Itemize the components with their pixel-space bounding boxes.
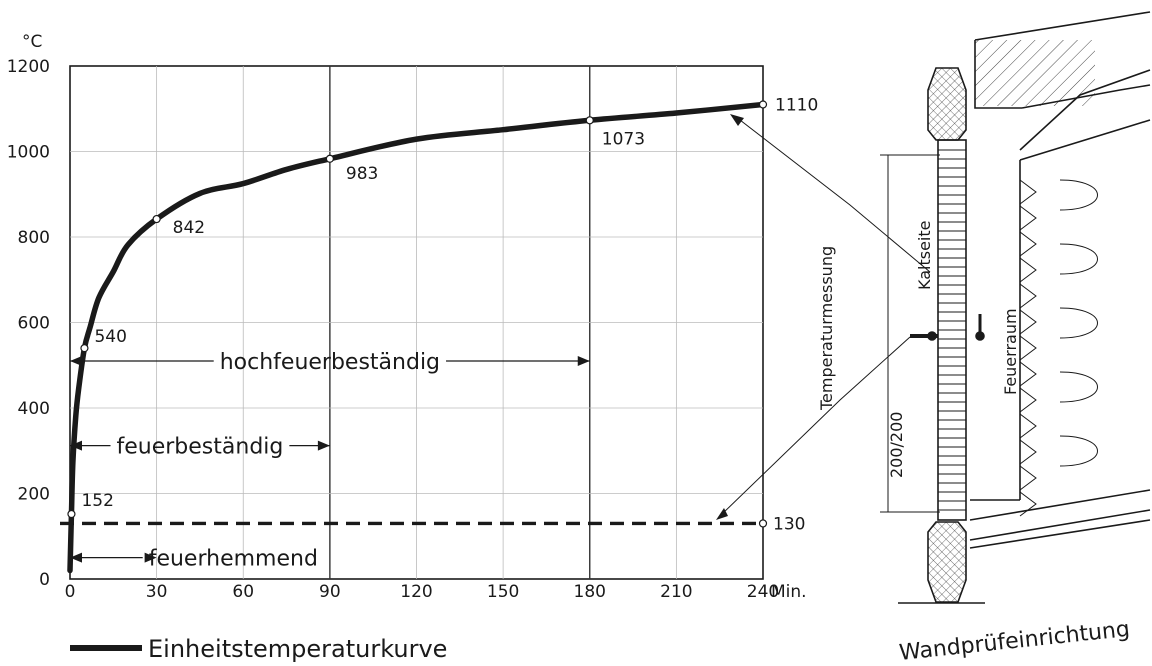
burner-fin: [1019, 465, 1037, 491]
point-marker: [80, 344, 89, 353]
point-label: 1110: [775, 95, 818, 115]
x-tick-label: 60: [232, 582, 254, 602]
x-tick-label: 210: [660, 582, 692, 602]
y-tick-label: 1200: [7, 57, 50, 77]
dimension-label: 200/200: [887, 412, 906, 478]
burner-coil: [1059, 179, 1098, 211]
x-tick-label: 90: [319, 582, 341, 602]
reference-marker: [758, 519, 768, 528]
leader-upper-arrow: [730, 114, 744, 126]
point-label: 842: [173, 218, 205, 238]
point-marker: [758, 100, 768, 109]
burner-fin: [1019, 283, 1037, 309]
x-tick-labels: 0 30 60 90 120 150 180 210 240: [65, 582, 780, 602]
leader-upper: [739, 119, 931, 273]
thermocouple-cold-tip: [927, 331, 937, 341]
bottom-clamp: [927, 521, 967, 603]
apparatus-caption: Wandprüfeinrichtung: [898, 617, 1131, 666]
y-tick-labels: 0 200 400 600 800 1000 1200: [7, 57, 50, 590]
classification-bands: hochfeuerbeständig feuerbeständig feuerhem…: [70, 350, 590, 572]
cold-side-label: Kaltseite: [915, 221, 934, 290]
legend: Einheitstemperaturkurve: [70, 635, 447, 663]
burner-fin: [1019, 413, 1037, 439]
y-tick-label: 600: [18, 314, 50, 334]
leader-lines: [716, 114, 931, 520]
point-marker: [585, 116, 594, 125]
band-arrow-head: [577, 355, 590, 366]
point-label: 152: [81, 491, 113, 511]
leader-lower-arrow: [716, 508, 728, 520]
burner-fin: [1019, 387, 1037, 413]
burner-fin: [1019, 309, 1037, 335]
furnace-inner-lining: [1019, 69, 1151, 500]
y-unit-label: °C: [22, 32, 42, 52]
band-arrow-head: [70, 355, 82, 366]
burner-coil: [1059, 307, 1098, 339]
band-arrow-head: [317, 440, 330, 451]
burner-coil: [1059, 243, 1098, 275]
reference-label: 130: [773, 514, 805, 534]
thermocouple-fire-tip: [975, 331, 985, 341]
burner-coil: [1059, 435, 1098, 467]
point-labels: 152 540 842 983 1073 1110: [67, 95, 818, 519]
band-label: hochfeuerbeständig: [220, 350, 440, 375]
band-label: feuerbeständig: [117, 435, 284, 460]
burner-fins: [1019, 179, 1098, 517]
x-tick-label: 180: [574, 582, 606, 602]
x-tick-label: 150: [487, 582, 519, 602]
x-tick-label: 120: [400, 582, 432, 602]
burner-fin: [1019, 179, 1037, 205]
point-label: 1073: [602, 129, 645, 149]
burner-fin: [1019, 439, 1037, 465]
y-tick-label: 200: [18, 485, 50, 505]
point-label: 540: [94, 327, 126, 347]
y-tick-label: 400: [18, 399, 50, 419]
furnace-shell: [974, 11, 1151, 161]
burner-coil: [1059, 371, 1098, 403]
band-label: feuerhemmend: [149, 547, 318, 572]
leader-lower: [719, 336, 911, 517]
point-label: 983: [346, 164, 378, 184]
point-marker: [325, 154, 334, 163]
y-tick-label: 1000: [7, 143, 50, 163]
burner-fin: [1019, 231, 1037, 257]
burner-fin: [1019, 335, 1037, 361]
grid-lines: [70, 66, 763, 579]
burner-fin: [1019, 361, 1037, 387]
y-tick-label: 0: [39, 570, 50, 590]
burner-fin: [1019, 257, 1037, 283]
y-tick-label: 800: [18, 228, 50, 248]
burner-fin: [1019, 491, 1037, 517]
x-unit-label: Min.: [771, 582, 807, 602]
burner-fin: [1019, 205, 1037, 231]
measurement-label: Temperaturmessung: [817, 246, 836, 411]
band-arrow-head: [144, 552, 157, 563]
x-tick-label: 240: [747, 582, 779, 602]
reference-line-group: 130: [60, 514, 805, 534]
chart-area: 0 30 60 90 120 150 180 210 240 0 200 400 600 800 1000…: [7, 32, 819, 602]
masonry-top: [975, 40, 1095, 106]
top-clamp: [927, 67, 967, 141]
x-tick-label: 0: [65, 582, 76, 602]
x-tick-label: 30: [146, 582, 168, 602]
legend-label: Einheitstemperaturkurve: [148, 635, 447, 663]
point-marker: [152, 214, 161, 224]
wall-brick-courses: [938, 149, 966, 511]
wall-apparatus: [880, 11, 1151, 604]
furnace-floor: [969, 489, 1151, 549]
point-marker: [67, 509, 76, 519]
fire-chamber-label: Feuerraum: [1001, 308, 1020, 395]
band-arrow-head: [70, 552, 82, 563]
